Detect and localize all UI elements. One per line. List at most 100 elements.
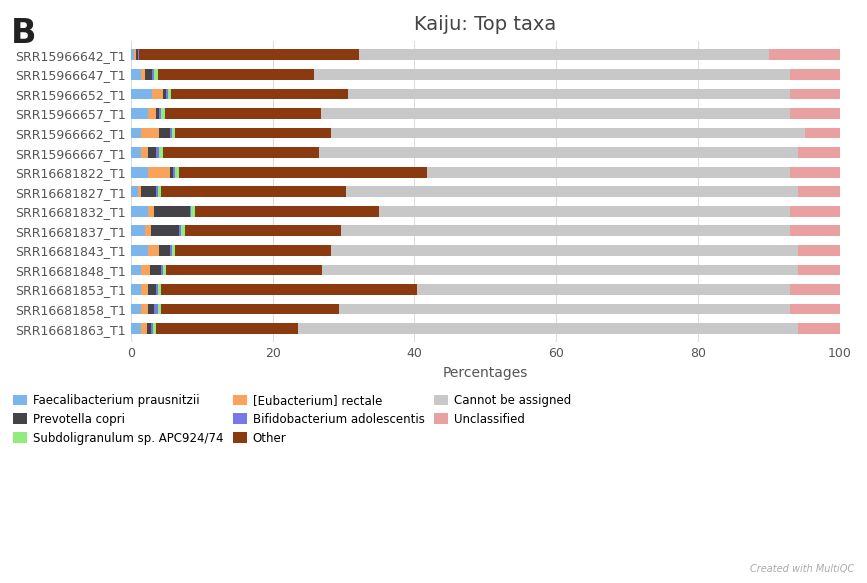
Bar bbox=[160, 147, 163, 158]
Bar bbox=[155, 108, 160, 119]
Bar bbox=[154, 69, 158, 80]
Bar bbox=[131, 128, 141, 138]
Bar bbox=[319, 147, 798, 158]
Bar bbox=[314, 69, 791, 80]
Bar bbox=[172, 245, 175, 256]
Bar bbox=[791, 206, 840, 217]
Bar bbox=[148, 304, 154, 314]
Bar bbox=[148, 147, 155, 158]
Bar bbox=[163, 265, 166, 275]
Bar bbox=[141, 323, 147, 334]
Bar bbox=[160, 245, 170, 256]
Bar bbox=[158, 187, 161, 197]
Bar bbox=[179, 167, 427, 177]
Bar bbox=[138, 187, 141, 197]
Bar bbox=[131, 226, 145, 236]
Bar bbox=[179, 226, 181, 236]
Bar bbox=[427, 167, 791, 177]
Bar bbox=[163, 89, 166, 99]
Bar bbox=[131, 265, 141, 275]
Bar bbox=[131, 187, 138, 197]
Bar bbox=[359, 50, 769, 60]
Bar bbox=[167, 89, 171, 99]
Bar bbox=[791, 89, 840, 99]
Bar bbox=[171, 89, 349, 99]
Bar bbox=[158, 304, 161, 314]
Bar bbox=[154, 304, 158, 314]
Bar bbox=[298, 323, 798, 334]
Bar bbox=[134, 50, 136, 60]
Bar bbox=[331, 245, 798, 256]
Bar bbox=[798, 323, 840, 334]
Bar bbox=[158, 284, 161, 295]
Bar bbox=[791, 284, 840, 295]
Bar bbox=[181, 226, 185, 236]
Bar bbox=[131, 323, 141, 334]
Bar bbox=[131, 50, 134, 60]
Bar bbox=[339, 304, 791, 314]
Bar bbox=[185, 226, 341, 236]
Bar bbox=[798, 245, 840, 256]
Bar bbox=[141, 69, 145, 80]
Bar bbox=[131, 206, 148, 217]
Bar bbox=[154, 206, 190, 217]
Bar bbox=[166, 89, 167, 99]
Bar bbox=[161, 108, 165, 119]
Bar bbox=[798, 187, 840, 197]
Bar bbox=[158, 69, 314, 80]
Bar bbox=[136, 50, 138, 60]
Bar bbox=[417, 284, 791, 295]
Bar bbox=[170, 167, 173, 177]
Bar bbox=[155, 147, 160, 158]
Bar bbox=[148, 206, 154, 217]
Bar bbox=[161, 187, 346, 197]
Bar bbox=[131, 108, 148, 119]
Bar bbox=[155, 187, 158, 197]
Bar bbox=[791, 69, 840, 80]
Bar bbox=[161, 284, 417, 295]
Bar bbox=[175, 245, 331, 256]
Bar bbox=[151, 323, 153, 334]
Bar bbox=[150, 265, 160, 275]
Bar bbox=[152, 89, 163, 99]
Bar bbox=[160, 108, 161, 119]
Bar bbox=[131, 245, 148, 256]
Bar bbox=[798, 147, 840, 158]
Bar bbox=[341, 226, 791, 236]
Bar bbox=[175, 167, 179, 177]
Bar bbox=[791, 304, 840, 314]
Bar bbox=[170, 245, 172, 256]
Bar bbox=[805, 128, 840, 138]
Bar bbox=[170, 128, 172, 138]
Bar bbox=[769, 50, 840, 60]
Text: Created with MultiQC: Created with MultiQC bbox=[750, 564, 854, 574]
Bar bbox=[148, 245, 160, 256]
Bar bbox=[145, 226, 151, 236]
Bar bbox=[194, 206, 379, 217]
Bar bbox=[160, 128, 170, 138]
Bar bbox=[323, 265, 798, 275]
Bar bbox=[172, 128, 175, 138]
Bar bbox=[141, 304, 148, 314]
Bar bbox=[160, 265, 163, 275]
Bar bbox=[331, 128, 805, 138]
Bar bbox=[141, 128, 160, 138]
Bar bbox=[791, 108, 840, 119]
Bar bbox=[791, 226, 840, 236]
Bar bbox=[163, 147, 319, 158]
Bar bbox=[140, 50, 359, 60]
Bar bbox=[131, 69, 141, 80]
Bar bbox=[152, 69, 154, 80]
Bar bbox=[155, 284, 158, 295]
Bar bbox=[131, 147, 141, 158]
Bar bbox=[141, 147, 148, 158]
Bar bbox=[141, 284, 148, 295]
Legend: Faecalibacterium prausnitzii, Prevotella copri, Subdoligranulum sp. APC924/74, [: Faecalibacterium prausnitzii, Prevotella… bbox=[9, 390, 575, 448]
Bar bbox=[173, 167, 175, 177]
Bar bbox=[148, 284, 155, 295]
Bar bbox=[798, 265, 840, 275]
Bar bbox=[175, 128, 331, 138]
Bar bbox=[156, 323, 298, 334]
Bar bbox=[148, 108, 155, 119]
Bar bbox=[131, 284, 141, 295]
